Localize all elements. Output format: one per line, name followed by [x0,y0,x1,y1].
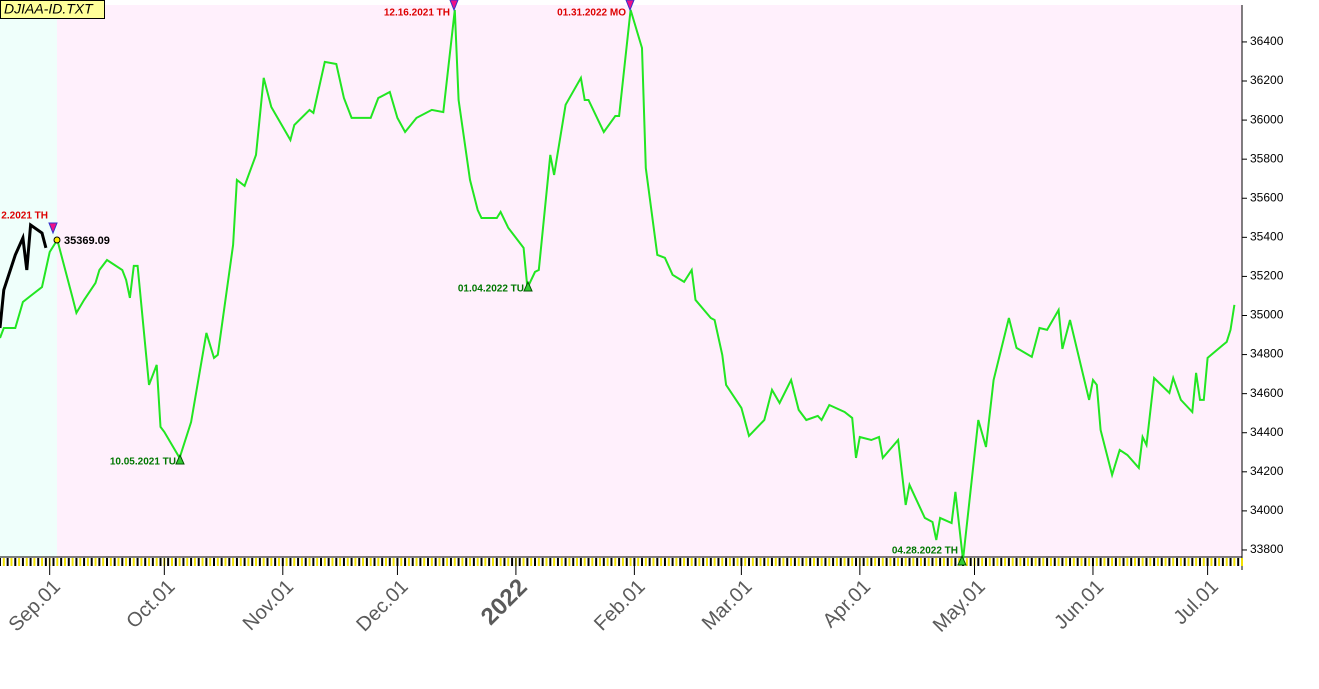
peak-marker [449,0,459,12]
y-tick-label: 34000 [1250,503,1284,517]
annotation: 01.04.2022 TU [458,284,524,295]
y-tick-label: 33800 [1250,542,1284,556]
x-tick-label: Sep.01 [5,576,65,636]
trough-marker [523,280,533,292]
background-past [0,5,57,557]
annotation: 12.16.2021 TH [384,8,450,19]
x-tick-label: Jul.01 [1170,576,1223,629]
trough-marker [175,453,185,465]
y-tick-label: 35600 [1250,190,1284,204]
y-tick-label: 34800 [1250,347,1284,361]
series-line [0,9,1236,561]
x-tick-label: Dec.01 [352,576,412,636]
x-tick-label: Oct.01 [122,576,179,633]
y-tick-label: 35200 [1250,269,1284,283]
title-box [0,0,105,19]
y-tick-label: 36400 [1250,34,1284,48]
x-tick-label: Jun.01 [1050,576,1108,634]
annotation: 35369.09 [64,235,110,247]
y-tick-label: 36000 [1250,112,1284,126]
annotation: 10.05.2021 TU [110,457,176,468]
y-tick-label: 34600 [1250,386,1284,400]
annotation: 2.2021 TH [1,211,48,222]
trough-marker [957,554,967,566]
y-tick-label: 35000 [1250,308,1284,322]
y-tick-label: 36200 [1250,73,1284,87]
value-marker [53,236,61,244]
x-tick-label: 2022 [476,574,533,631]
annotation: 01.31.2022 MO [557,8,626,19]
x-tick-label: Apr.01 [819,576,875,632]
annotation: 04.28.2022 TH [892,546,958,557]
chart-title: DJIAA-ID.TXT [4,1,94,17]
x-tick-label: Mar.01 [698,576,757,635]
background-plot [57,5,1242,557]
x-tick-label: May.01 [929,576,990,637]
x-tick-label: Nov.01 [239,576,298,635]
y-tick-label: 34200 [1250,464,1284,478]
y-tick-label: 35800 [1250,151,1284,165]
y-tick-label: 34400 [1250,425,1284,439]
series-line [0,222,48,329]
peak-marker [625,0,635,12]
y-tick-label: 35400 [1250,230,1284,244]
x-tick-label: Feb.01 [590,576,650,636]
peak-marker [48,222,58,235]
